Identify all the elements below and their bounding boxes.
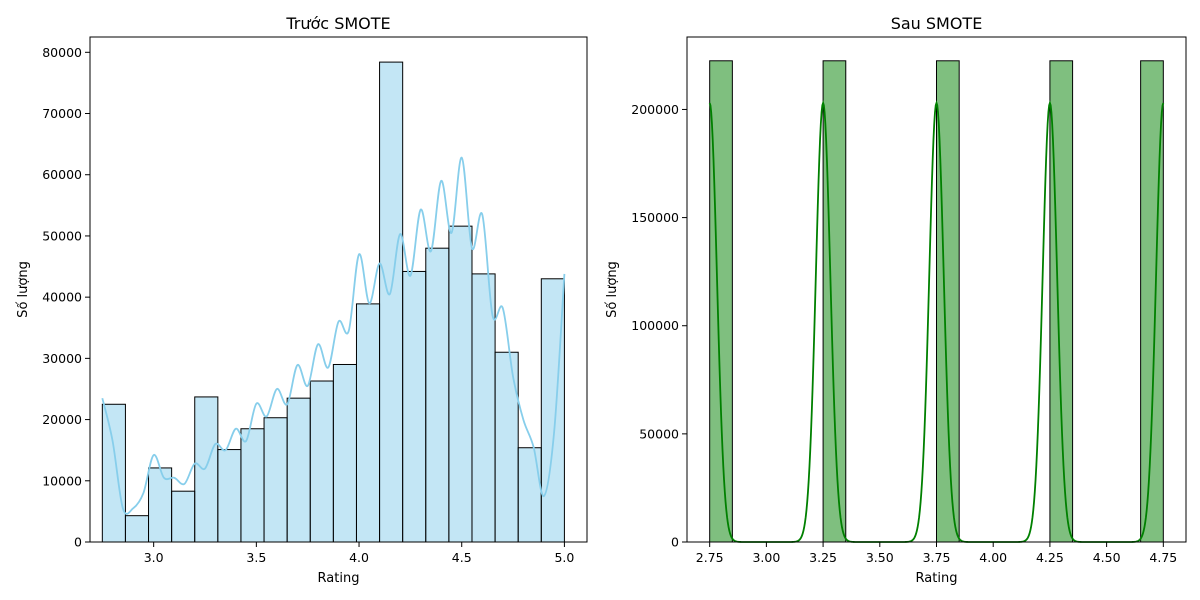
y-tick-label-after-4: 200000 [631, 102, 679, 117]
chart-title-before: Trước SMOTE [285, 14, 390, 33]
x-axis-label-before: Rating [318, 571, 360, 586]
x-axis-label-after: Rating [916, 571, 958, 586]
y-tick-label-after-0: 0 [671, 535, 679, 550]
bar-before-1 [124, 515, 150, 543]
y-ticks-before: 0 10000 20000 30000 40000 50000 60000 70000 8000… [42, 45, 90, 550]
y-tick-label-before-3: 30000 [42, 351, 82, 366]
subplot-before-smote: 3.0 3.5 4.0 4.5 5.0 0 10000 20000 30000 40000 500… [16, 14, 588, 586]
bar-before-9 [309, 380, 334, 543]
x-tick-label-after-2: 3.25 [809, 550, 837, 565]
y-tick-label-before-7: 70000 [42, 106, 82, 121]
y-tick-label-after-1: 50000 [639, 426, 679, 441]
bar-before-12 [379, 61, 404, 543]
y-tick-label-before-2: 20000 [42, 412, 82, 427]
x-tick-label-after-1: 3.00 [752, 550, 780, 565]
y-tick-label-before-5: 50000 [42, 228, 82, 243]
x-tick-label-before-1: 3.5 [246, 550, 266, 565]
subplot-after-smote: 2.75 3.00 3.25 3.50 3.75 4.00 4.25 4.50 4.75 0 50… [605, 14, 1187, 586]
x-tick-label-before-4: 5.0 [554, 550, 574, 565]
x-tick-label-before-2: 4.0 [349, 550, 369, 565]
bar-before-3 [171, 490, 196, 543]
y-tick-label-before-0: 0 [74, 535, 82, 550]
bar-before-13 [402, 270, 427, 543]
y-axis-label-before: Số lượng [16, 261, 31, 318]
x-tick-label-after-8: 4.75 [1149, 550, 1177, 565]
y-tick-label-before-4: 40000 [42, 290, 82, 305]
axes-frame-before [89, 36, 588, 543]
x-tick-label-before-3: 4.5 [452, 550, 472, 565]
bar-before-18 [517, 447, 542, 543]
y-tick-label-before-1: 10000 [42, 473, 82, 488]
x-tick-label-after-6: 4.25 [1036, 550, 1064, 565]
x-tick-label-after-0: 2.75 [696, 550, 724, 565]
y-tick-label-after-2: 100000 [631, 318, 679, 333]
x-tick-label-after-5: 4.00 [979, 550, 1007, 565]
bar-before-5 [217, 449, 242, 543]
chart-title-after: Sau SMOTE [891, 14, 983, 33]
y-tick-label-after-3: 150000 [631, 210, 679, 225]
x-tick-label-after-7: 4.50 [1093, 550, 1121, 565]
y-tick-label-before-8: 80000 [42, 45, 82, 60]
bar-before-7 [263, 417, 288, 543]
y-tick-label-before-6: 60000 [42, 167, 82, 182]
x-tick-label-after-4: 3.75 [923, 550, 951, 565]
bar-before-11 [355, 303, 381, 543]
bar-before-0 [101, 403, 126, 543]
kde-line-before [101, 156, 566, 515]
x-tick-label-after-3: 3.50 [866, 550, 894, 565]
y-axis-label-after: Số lượng [605, 261, 620, 318]
bar-before-14 [425, 247, 450, 543]
bar-before-4 [194, 396, 219, 543]
bar-before-15 [448, 225, 473, 543]
x-tick-label-before-0: 3.0 [144, 550, 164, 565]
bar-before-6 [240, 428, 265, 543]
histogram-bars-after [709, 60, 1164, 543]
histogram-bars-before [101, 61, 565, 543]
y-ticks-after: 0 50000 100000 150000 200000 [631, 102, 687, 550]
x-ticks-before: 3.0 3.5 4.0 4.5 5.0 [144, 542, 574, 565]
bar-before-10 [332, 363, 357, 543]
x-ticks-after: 2.75 3.00 3.25 3.50 3.75 4.00 4.25 4.50 4.75 [696, 542, 1177, 565]
bar-before-8 [286, 397, 311, 543]
